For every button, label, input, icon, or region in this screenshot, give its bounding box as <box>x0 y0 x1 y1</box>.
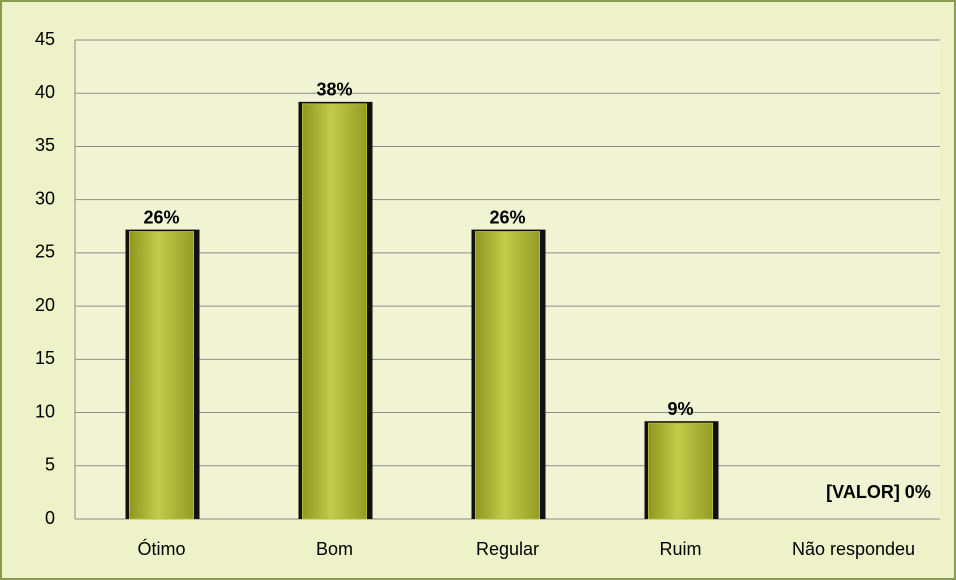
y-tick-label: 30 <box>35 188 55 208</box>
y-tick-label: 5 <box>45 455 55 475</box>
y-tick-label: 20 <box>35 295 55 315</box>
y-tick-label: 10 <box>35 401 55 421</box>
value-label: 38% <box>316 80 352 100</box>
bar <box>129 231 194 520</box>
x-tick-label: Ótimo <box>137 538 185 559</box>
value-label: [VALOR] 0% <box>826 482 931 502</box>
bar <box>302 103 367 520</box>
bar <box>475 231 540 520</box>
value-label: 26% <box>489 207 525 227</box>
x-tick-label: Não respondeu <box>792 539 915 559</box>
value-label: 9% <box>667 399 693 419</box>
value-label: 26% <box>143 207 179 227</box>
y-tick-label: 45 <box>35 29 55 49</box>
y-tick-label: 40 <box>35 82 55 102</box>
x-tick-label: Regular <box>476 539 539 559</box>
x-tick-label: Ruim <box>659 539 701 559</box>
y-tick-label: 25 <box>35 242 55 262</box>
bar <box>648 422 713 520</box>
y-tick-label: 0 <box>45 508 55 528</box>
y-tick-label: 15 <box>35 348 55 368</box>
y-tick-label: 35 <box>35 135 55 155</box>
x-tick-label: Bom <box>316 539 353 559</box>
